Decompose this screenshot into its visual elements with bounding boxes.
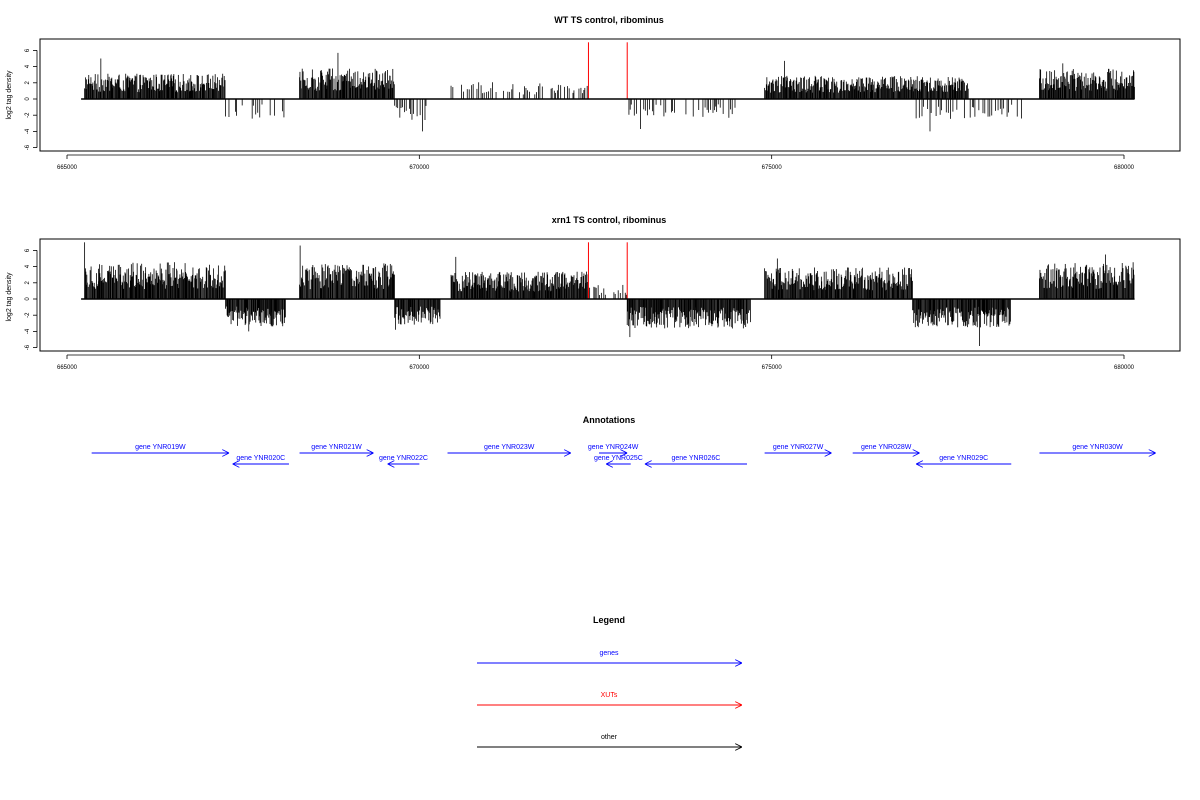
plot-frame bbox=[39, 38, 1181, 152]
legend-items: genes XUTs other bbox=[477, 650, 742, 747]
gene-label: gene YNR030W bbox=[1072, 444, 1123, 451]
y-tick-label: 4 bbox=[25, 264, 31, 268]
xrn1-density-panel: xrn1 TS control, ribominus log2 tag dens… bbox=[6, 215, 1181, 371]
legend-panel: Legend genes XUTs other bbox=[477, 615, 742, 747]
gene-label: gene YNR027W bbox=[773, 444, 824, 451]
y-tick-label: -6 bbox=[25, 344, 31, 350]
density-bars bbox=[84, 242, 1135, 346]
gene-label: gene YNR021W bbox=[311, 444, 362, 451]
density-bars bbox=[84, 42, 1135, 132]
x-tick-label: 680000 bbox=[1114, 165, 1135, 171]
legend-label: other bbox=[601, 734, 618, 741]
y-axis-label: log2 tag density bbox=[6, 70, 13, 120]
x-tick-label: 675000 bbox=[762, 365, 783, 371]
plot-frame bbox=[39, 238, 1181, 352]
legend-label: XUTs bbox=[601, 692, 618, 699]
x-tick-label: 665000 bbox=[57, 165, 78, 171]
x-tick-label: 670000 bbox=[409, 165, 430, 171]
x-tick-label: 675000 bbox=[762, 165, 783, 171]
legend-title: Legend bbox=[593, 615, 625, 625]
y-tick-label: 0 bbox=[25, 297, 31, 301]
y-tick-label: -6 bbox=[25, 144, 31, 150]
y-tick-label: -4 bbox=[25, 328, 31, 334]
y-tick-label: 2 bbox=[25, 280, 31, 284]
gene-label: gene YNR026C bbox=[671, 455, 720, 462]
panel-title: WT TS control, ribominus bbox=[554, 15, 664, 25]
y-tick-label: 6 bbox=[25, 248, 31, 252]
x-tick-label: 665000 bbox=[57, 365, 78, 371]
y-tick-label: -2 bbox=[25, 112, 31, 118]
gene-label: gene YNR020C bbox=[236, 455, 285, 462]
gene-label: gene YNR024W bbox=[588, 444, 639, 451]
gene-label: gene YNR028W bbox=[861, 444, 912, 451]
y-tick-label: -2 bbox=[25, 312, 31, 318]
axes: -6 -4 -2 0 2 4 6 665000 670000 675000 680000 bbox=[25, 48, 1135, 171]
wt-density-panel: WT TS control, ribominus log2 tag densit… bbox=[6, 15, 1181, 171]
y-tick-label: 6 bbox=[25, 48, 31, 52]
gene-track: gene YNR019W gene YNR020C gene YNR021W gene… bbox=[91, 444, 1156, 464]
panel-title: xrn1 TS control, ribominus bbox=[552, 215, 667, 225]
x-tick-label: 680000 bbox=[1114, 365, 1135, 371]
gene-label: gene YNR025C bbox=[594, 455, 643, 462]
gene-label: gene YNR023W bbox=[484, 444, 535, 451]
y-axis-label: log2 tag density bbox=[6, 272, 13, 322]
x-tick-label: 670000 bbox=[409, 365, 430, 371]
y-tick-label: 0 bbox=[25, 97, 31, 101]
gene-label: gene YNR022C bbox=[379, 455, 428, 462]
y-tick-label: -4 bbox=[25, 128, 31, 134]
legend-label: genes bbox=[599, 650, 619, 657]
annotations-title: Annotations bbox=[583, 415, 636, 425]
y-tick-label: 4 bbox=[25, 64, 31, 68]
gene-label: gene YNR029C bbox=[939, 455, 988, 462]
y-tick-label: 2 bbox=[25, 80, 31, 84]
axes: -6 -4 -2 0 2 4 6 665000 670000 675000 680000 bbox=[25, 248, 1135, 371]
gene-label: gene YNR019W bbox=[135, 444, 186, 451]
